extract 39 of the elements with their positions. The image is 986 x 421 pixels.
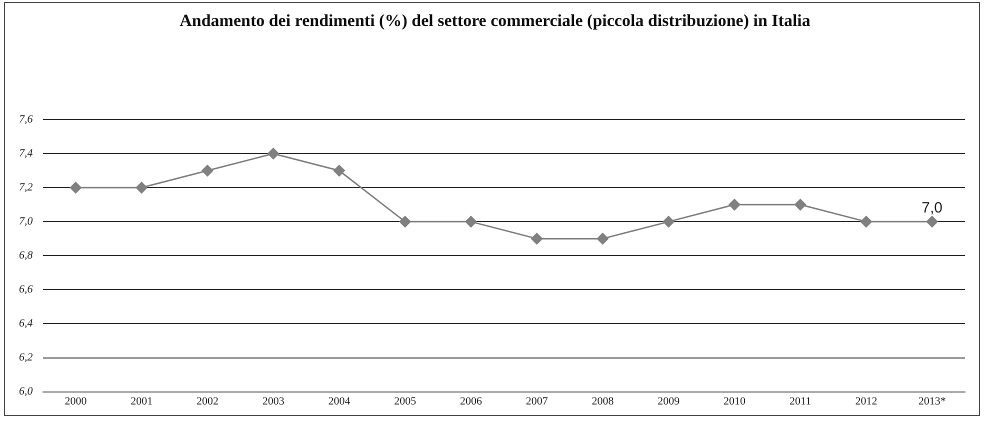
x-tick-label: 2013* — [918, 395, 946, 408]
point — [399, 216, 411, 228]
x-tick-label: 2005 — [394, 395, 417, 408]
x-tick-label: 2006 — [460, 395, 482, 408]
point — [465, 216, 477, 228]
y-tick-label: 7,2 — [19, 182, 34, 194]
x-tick-label: 2008 — [592, 395, 614, 408]
x-tick-label: 2004 — [328, 395, 351, 408]
x-tick-label: 2012 — [855, 395, 878, 408]
x-tick-label: 2002 — [196, 395, 218, 408]
x-tick-label: 2009 — [658, 395, 680, 408]
point — [728, 198, 740, 210]
y-tick-label: 7,4 — [19, 148, 34, 160]
x-tick-label: 2000 — [64, 395, 88, 408]
y-tick-label: 6,0 — [19, 386, 34, 398]
y-tick-label: 7,0 — [19, 216, 34, 228]
point — [333, 164, 345, 176]
x-tick-label: 2011 — [790, 395, 812, 408]
point — [926, 216, 938, 228]
point — [531, 232, 543, 244]
point — [202, 164, 214, 176]
y-tick-label: 6,8 — [19, 250, 34, 262]
y-tick-label: 6,2 — [19, 352, 34, 364]
point — [860, 216, 872, 228]
x-tick-label: 2010 — [723, 395, 746, 408]
data-label: 7,0 — [922, 199, 942, 216]
point — [662, 216, 674, 228]
point — [70, 182, 82, 194]
point — [136, 182, 148, 194]
y-tick-label: 6,6 — [19, 284, 34, 296]
chart-title: Andamento dei rendimenti (%) del settore commerciale (piccola distribuzione) in Italia — [178, 10, 812, 32]
point — [794, 198, 806, 210]
x-tick-label: 2001 — [130, 395, 153, 408]
y-tick-label: 6,4 — [19, 318, 34, 330]
point — [268, 148, 280, 160]
y-tick-label: 7,6 — [19, 113, 34, 126]
x-tick-label: 2003 — [262, 395, 285, 408]
point — [596, 232, 608, 244]
x-tick-label: 2007 — [526, 395, 548, 408]
